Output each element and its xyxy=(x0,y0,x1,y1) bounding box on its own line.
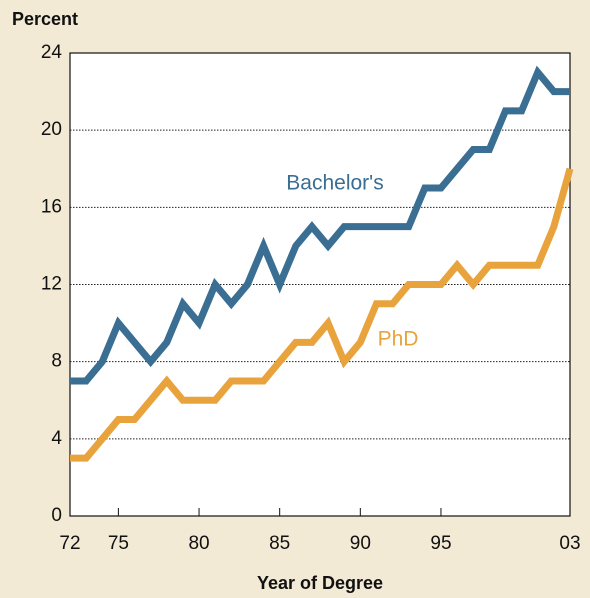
x-tick-label: 85 xyxy=(269,533,290,554)
x-axis-label: Year of Degree xyxy=(257,573,383,593)
y-tick-label: 16 xyxy=(41,196,62,217)
x-tick-label: 75 xyxy=(108,533,129,554)
x-tick-label: 90 xyxy=(350,533,371,554)
y-tick-label: 0 xyxy=(51,505,62,526)
line xyxy=(70,65,570,385)
plot-border xyxy=(69,52,571,517)
series-label: Bachelor's xyxy=(286,172,383,195)
series-label: PhD xyxy=(378,328,419,351)
x-tick-label: 80 xyxy=(188,533,209,554)
y-tick-label: 8 xyxy=(51,351,62,372)
y-tick-label: 20 xyxy=(41,119,62,140)
y-tick-label: 12 xyxy=(41,274,62,295)
y-tick-label: 4 xyxy=(51,428,62,449)
x-tick-label: 72 xyxy=(59,533,80,554)
x-tick-label: 03 xyxy=(559,533,580,554)
x-tick-label: 95 xyxy=(430,533,451,554)
y-tick-label: 24 xyxy=(41,42,63,63)
y-axis-label: Percent xyxy=(12,9,78,29)
line xyxy=(70,167,574,462)
